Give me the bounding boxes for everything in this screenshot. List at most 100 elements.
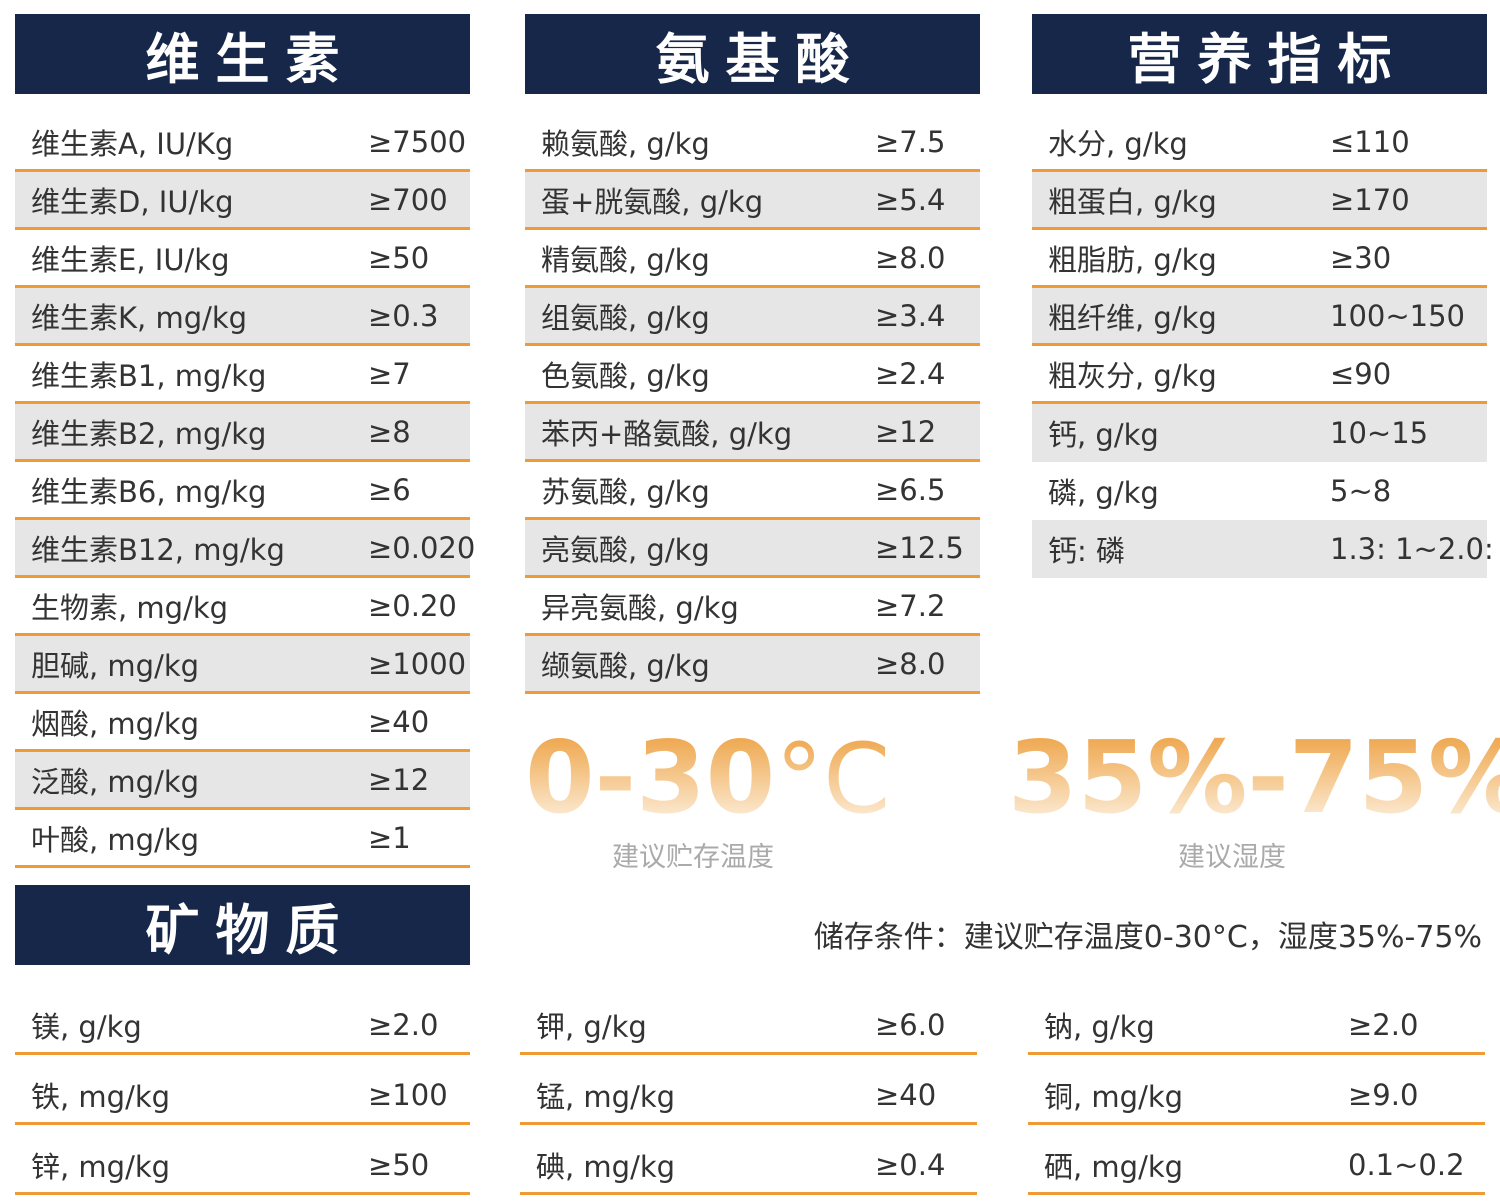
row-name: 烟酸, mg/kg [31, 706, 200, 741]
mineral-row: 镁, g/kg ≥2.0 [15, 985, 470, 1055]
table-row: 色氨酸, g/kg ≥2.4 [525, 346, 980, 404]
mineral-row: 钠, g/kg ≥2.0 [1028, 985, 1485, 1055]
mineral-name: 钾, g/kg [536, 1010, 647, 1044]
minerals-column-3: 钠, g/kg ≥2.0 铜, mg/kg ≥9.0 硒, mg/kg 0.1~0.2 [1028, 985, 1485, 1195]
row-name: 粗灰分, g/kg [1048, 358, 1217, 393]
mineral-row: 铁, mg/kg ≥100 [15, 1055, 470, 1125]
row-value: 5~8 [1330, 474, 1392, 508]
row-name: 苯丙+酪氨酸, g/kg [541, 416, 793, 451]
mineral-name: 锌, mg/kg [31, 1150, 171, 1184]
table-row: 维生素D, IU/kg ≥700 [15, 172, 470, 230]
humidity-range: 35%-75% [1008, 728, 1500, 828]
nutrition-table: 水分, g/kg ≤110 粗蛋白, g/kg ≥170 粗脂肪, g/kg ≥30 粗纤维… [1032, 114, 1500, 578]
table-row: 蛋+胱氨酸, g/kg ≥5.4 [525, 172, 980, 230]
vitamins-header: 维生素 [15, 14, 470, 94]
row-value: ≥8.0 [875, 240, 946, 275]
row-name: 维生素E, IU/kg [31, 242, 230, 277]
mineral-value: ≥2.0 [1348, 1008, 1419, 1042]
row-value: ≥700 [368, 182, 448, 217]
row-value: ≥50 [368, 240, 430, 275]
row-name: 赖氨酸, g/kg [541, 126, 710, 161]
table-row: 维生素E, IU/kg ≥50 [15, 230, 470, 288]
table-row: 磷, g/kg 5~8 [1032, 462, 1487, 520]
row-name: 维生素D, IU/kg [31, 184, 234, 219]
table-row: 粗纤维, g/kg 100~150 [1032, 288, 1487, 346]
row-name: 精氨酸, g/kg [541, 242, 710, 277]
table-row: 异亮氨酸, g/kg ≥7.2 [525, 578, 980, 636]
table-row: 钙: 磷 1.3: 1~2.0: 1 [1032, 520, 1500, 578]
minerals-column-1: 镁, g/kg ≥2.0 铁, mg/kg ≥100 锌, mg/kg ≥50 [15, 985, 470, 1195]
mineral-name: 碘, mg/kg [536, 1150, 676, 1184]
mineral-row: 钾, g/kg ≥6.0 [520, 985, 977, 1055]
row-name: 缬氨酸, g/kg [541, 648, 710, 683]
table-row: 维生素B12, mg/kg ≥0.020 [15, 520, 475, 578]
mineral-row: 锰, mg/kg ≥40 [520, 1055, 977, 1125]
storage-conditions: 储存条件：建议贮存温度0-30°C，湿度35%-75% [813, 920, 1482, 955]
row-value: ≥1 [368, 820, 411, 855]
row-value: 10~15 [1330, 416, 1429, 450]
row-value: ≥7500 [368, 124, 467, 159]
amino-acids-table: 赖氨酸, g/kg ≥7.5 蛋+胱氨酸, g/kg ≥5.4 精氨酸, g/kg ≥8.… [525, 114, 980, 694]
row-value: ≥0.20 [368, 588, 457, 623]
mineral-value: ≥40 [875, 1078, 937, 1112]
temperature-range: 0-30°C [525, 728, 890, 828]
temperature-range-value: 0-30 [525, 719, 776, 836]
table-row: 生物素, mg/kg ≥0.20 [15, 578, 470, 636]
amino-acids-header: 氨基酸 [525, 14, 980, 94]
table-row: 缬氨酸, g/kg ≥8.0 [525, 636, 980, 694]
mineral-value: ≥2.0 [368, 1008, 439, 1042]
row-name: 磷, g/kg [1048, 476, 1159, 510]
mineral-name: 镁, g/kg [31, 1010, 142, 1044]
row-name: 维生素B2, mg/kg [31, 416, 267, 451]
row-name: 粗纤维, g/kg [1048, 300, 1217, 335]
table-row: 苏氨酸, g/kg ≥6.5 [525, 462, 980, 520]
row-name: 亮氨酸, g/kg [541, 532, 710, 567]
minerals-column-2: 钾, g/kg ≥6.0 锰, mg/kg ≥40 碘, mg/kg ≥0.4 [520, 985, 977, 1195]
row-value: ≥40 [368, 704, 430, 739]
mineral-row: 锌, mg/kg ≥50 [15, 1125, 470, 1195]
row-value: ≥12 [875, 414, 937, 449]
mineral-row: 铜, mg/kg ≥9.0 [1028, 1055, 1485, 1125]
row-name: 色氨酸, g/kg [541, 358, 710, 393]
row-value: ≥6.5 [875, 472, 946, 507]
table-row: 钙, g/kg 10~15 [1032, 404, 1487, 462]
temperature-caption: 建议贮存温度 [612, 842, 774, 873]
table-row: 维生素A, IU/Kg ≥7500 [15, 114, 470, 172]
table-row: 叶酸, mg/kg ≥1 [15, 810, 470, 868]
row-value: ≥2.4 [875, 356, 946, 391]
row-name: 水分, g/kg [1048, 126, 1188, 161]
row-name: 粗脂肪, g/kg [1048, 242, 1217, 277]
vitamins-panel: 维生素 维生素A, IU/Kg ≥7500 维生素D, IU/kg ≥700 维生素E,… [15, 14, 475, 868]
row-name: 维生素B12, mg/kg [31, 532, 285, 567]
row-value: ≥8 [368, 414, 411, 449]
table-row: 赖氨酸, g/kg ≥7.5 [525, 114, 980, 172]
row-value: ≥7.2 [875, 588, 946, 623]
row-name: 苏氨酸, g/kg [541, 474, 710, 509]
table-row: 烟酸, mg/kg ≥40 [15, 694, 470, 752]
row-name: 生物素, mg/kg [31, 590, 229, 625]
row-name: 维生素A, IU/Kg [31, 126, 234, 161]
row-value: 1.3: 1~2.0: 1 [1330, 532, 1500, 566]
table-row: 亮氨酸, g/kg ≥12.5 [525, 520, 980, 578]
row-value: ≥12.5 [875, 530, 964, 565]
table-row: 水分, g/kg ≤110 [1032, 114, 1487, 172]
mineral-name: 硒, mg/kg [1044, 1150, 1184, 1184]
humidity-caption: 建议湿度 [1178, 842, 1286, 873]
row-name: 胆碱, mg/kg [31, 648, 200, 683]
mineral-value: ≥50 [368, 1148, 430, 1182]
table-row: 苯丙+酪氨酸, g/kg ≥12 [525, 404, 980, 462]
row-name: 粗蛋白, g/kg [1048, 184, 1217, 219]
minerals-header: 矿物质 [15, 885, 470, 965]
row-value: ≥3.4 [875, 298, 946, 333]
row-value: 100~150 [1330, 298, 1466, 333]
row-value: ≥170 [1330, 182, 1410, 217]
row-value: ≥7.5 [875, 124, 946, 159]
mineral-value: ≥0.4 [875, 1148, 946, 1182]
row-name: 组氨酸, g/kg [541, 300, 710, 335]
table-row: 维生素K, mg/kg ≥0.3 [15, 288, 470, 346]
row-value: ≥6 [368, 472, 411, 507]
table-row: 维生素B1, mg/kg ≥7 [15, 346, 470, 404]
row-value: ≥0.3 [368, 298, 439, 333]
vitamins-table: 维生素A, IU/Kg ≥7500 维生素D, IU/kg ≥700 维生素E, IU/… [15, 114, 475, 868]
row-value: ≥30 [1330, 240, 1392, 275]
